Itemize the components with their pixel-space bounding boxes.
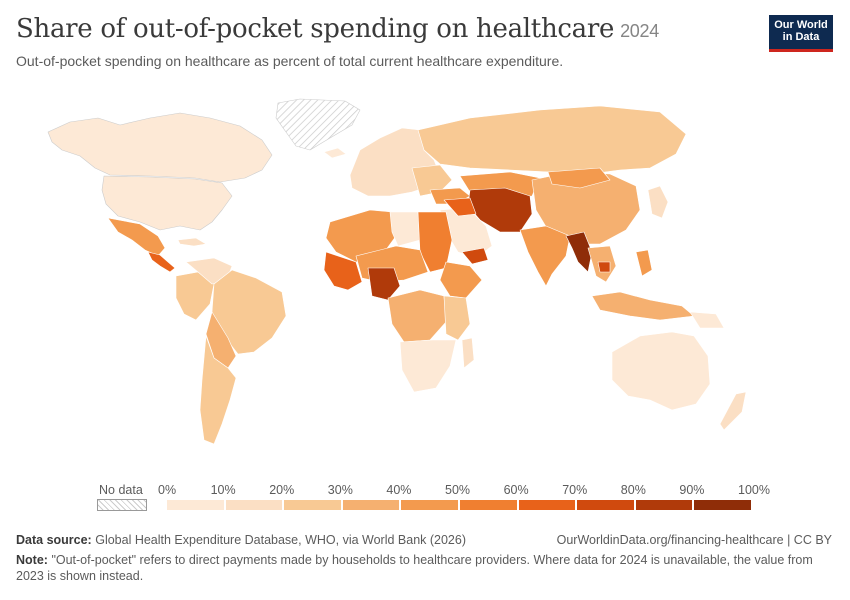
source-url[interactable]: OurWorldinData.org/financing-healthcare … xyxy=(556,533,832,547)
owid-logo[interactable]: Our World in Data xyxy=(769,15,833,52)
legend-bin-9[interactable] xyxy=(693,499,752,511)
source-text: Global Health Expenditure Database, WHO,… xyxy=(95,533,467,547)
legend-bin-2[interactable] xyxy=(283,499,342,511)
region-japan[interactable] xyxy=(647,185,669,219)
region-iraq-syria[interactable] xyxy=(443,197,477,217)
legend-bin-6[interactable] xyxy=(517,499,577,511)
region-indonesia[interactable] xyxy=(591,291,695,321)
region-mongolia[interactable] xyxy=(547,167,611,189)
legend-tick-label: 100% xyxy=(738,483,770,497)
region-new-zealand[interactable] xyxy=(719,391,747,431)
legend-no-data-label: No data xyxy=(99,483,143,497)
logo-line-2: in Data xyxy=(782,31,820,43)
legend-tick-label: 90% xyxy=(679,483,705,497)
region-usa[interactable] xyxy=(101,175,233,231)
region-philippines[interactable] xyxy=(635,249,653,277)
region-southern-africa[interactable] xyxy=(399,339,457,393)
note-text: "Out-of-pocket" refers to direct payment… xyxy=(16,553,813,583)
legend: No data 0% 10% 20% 30% 40% 50% 60% 70% 80% 90% 100… xyxy=(0,478,850,518)
legend-tick-label: 40% xyxy=(386,483,412,497)
legend-tick-label: 60% xyxy=(503,483,529,497)
source-line: Data source: Global Health Expenditure D… xyxy=(16,533,466,547)
legend-bin-3[interactable] xyxy=(341,499,401,511)
legend-no-data-swatch[interactable] xyxy=(97,499,147,511)
legend-tick-label: 80% xyxy=(620,483,646,497)
region-india[interactable] xyxy=(519,225,571,287)
region-east-africa[interactable] xyxy=(443,295,471,341)
logo-line-1: Our World xyxy=(774,19,828,31)
region-horn[interactable] xyxy=(439,261,483,299)
region-png[interactable] xyxy=(689,311,725,329)
source-label: Data source: xyxy=(16,533,92,547)
region-greenland[interactable] xyxy=(275,98,361,151)
legend-tick-label: 10% xyxy=(210,483,236,497)
chart-subtitle: Out-of-pocket spending on healthcare as … xyxy=(16,53,564,69)
region-iceland[interactable] xyxy=(323,147,347,159)
region-west-africa[interactable] xyxy=(323,251,363,291)
legend-bin-1[interactable] xyxy=(224,499,284,511)
world-map xyxy=(47,98,747,445)
region-southern-cone[interactable] xyxy=(199,335,237,445)
legend-tick-label: 30% xyxy=(327,483,353,497)
legend-tick-label: 20% xyxy=(269,483,295,497)
legend-tick-label: 0% xyxy=(158,483,177,497)
chart-title: Share of out-of-pocket spending on healt… xyxy=(16,14,659,44)
region-central-america[interactable] xyxy=(147,251,176,273)
region-madagascar[interactable] xyxy=(461,337,475,369)
region-central-africa[interactable] xyxy=(387,289,447,343)
note: Note: "Out-of-pocket" refers to direct p… xyxy=(16,552,816,584)
region-australia[interactable] xyxy=(611,331,711,411)
legend-bin-7[interactable] xyxy=(576,499,635,511)
region-eastern-europe[interactable] xyxy=(411,164,453,197)
legend-bin-5[interactable] xyxy=(459,499,518,511)
chart-year: 2024 xyxy=(620,21,659,41)
region-caribbean[interactable] xyxy=(177,237,207,247)
legend-bin-8[interactable] xyxy=(634,499,694,511)
region-canada[interactable] xyxy=(47,112,273,183)
note-label: Note: xyxy=(16,553,48,567)
region-myanmar[interactable] xyxy=(565,231,593,273)
region-cambodia[interactable] xyxy=(597,261,611,273)
region-libya[interactable] xyxy=(389,211,421,247)
legend-bin-0[interactable] xyxy=(166,499,225,511)
region-yemen[interactable] xyxy=(461,247,489,265)
legend-tick-label: 70% xyxy=(562,483,588,497)
legend-tick-label: 50% xyxy=(445,483,471,497)
region-russia[interactable] xyxy=(417,105,687,175)
region-nigeria[interactable] xyxy=(367,267,401,301)
legend-bin-4[interactable] xyxy=(400,499,459,511)
